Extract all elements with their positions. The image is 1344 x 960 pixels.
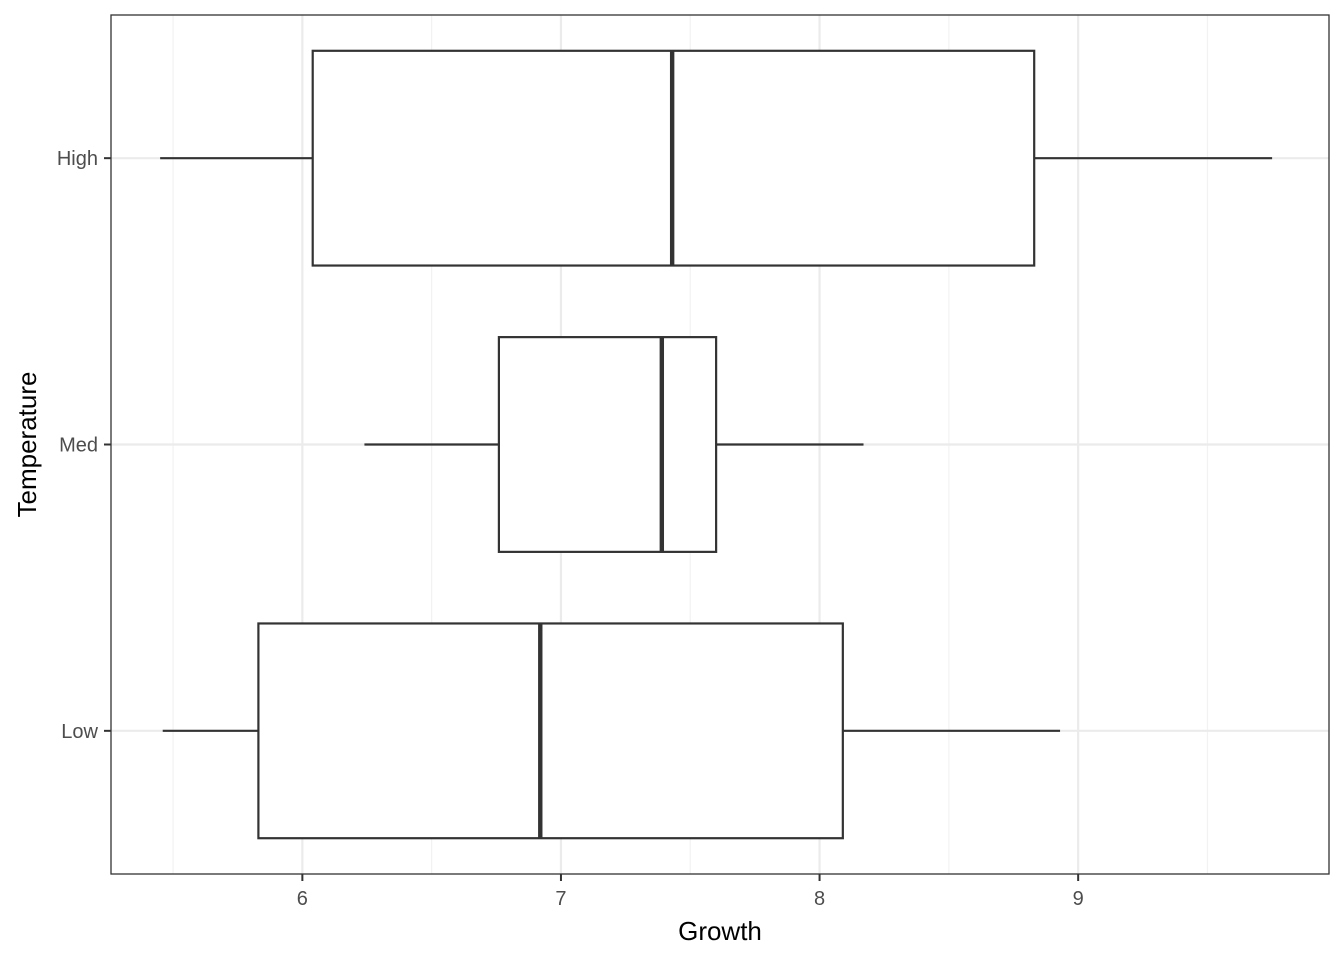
y-tick-label: Med (59, 435, 98, 457)
x-tick-label: 6 (297, 888, 308, 910)
box-low (162, 622, 1061, 840)
x-tick-label: 8 (814, 888, 825, 910)
x-tick-label: 7 (555, 888, 566, 910)
box-high (160, 49, 1273, 267)
y-tick-label: Low (61, 721, 98, 743)
y-axis-title: Temperature (12, 372, 42, 518)
box-iqr (497, 336, 718, 553)
box-iqr (257, 622, 844, 840)
axes: 6 7 8 9 Low Med High (57, 148, 1084, 910)
y-tick-label: High (57, 148, 98, 170)
x-axis-title: Growth (678, 916, 762, 946)
boxes (160, 49, 1273, 840)
box-med (364, 336, 864, 553)
x-tick-label: 9 (1073, 888, 1084, 910)
